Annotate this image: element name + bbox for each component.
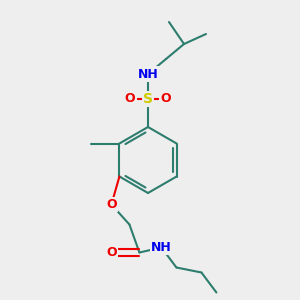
Text: NH: NH	[138, 68, 158, 80]
Text: O: O	[106, 198, 117, 211]
Text: NH: NH	[151, 241, 172, 254]
Text: O: O	[161, 92, 171, 106]
Text: S: S	[143, 92, 153, 106]
Text: O: O	[125, 92, 135, 106]
Text: O: O	[106, 246, 117, 259]
